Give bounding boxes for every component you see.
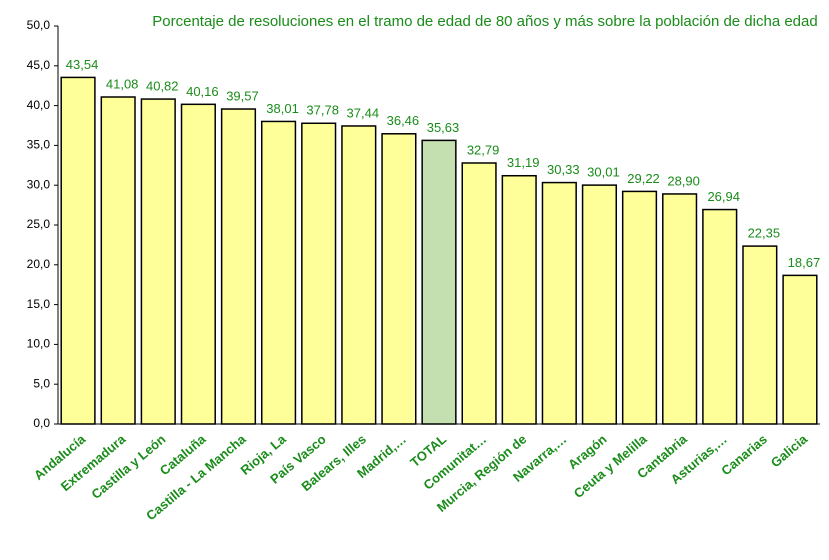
value-label: 22,35 [748, 226, 781, 241]
bar [501, 174, 537, 425]
value-label: 26,94 [707, 189, 740, 204]
bar [702, 208, 738, 425]
value-label: 43,54 [66, 57, 99, 72]
bar [100, 96, 136, 425]
bar [60, 76, 96, 425]
x-tick-label: Galicia [768, 431, 811, 470]
value-label: 39,57 [226, 88, 259, 103]
value-label: 18,67 [788, 255, 821, 270]
bar [541, 181, 577, 425]
value-label: 41,08 [106, 76, 139, 91]
bar [621, 190, 658, 425]
value-label: 31,19 [507, 155, 540, 170]
bar [301, 122, 337, 425]
value-label: 32,79 [467, 142, 500, 157]
value-label: 40,82 [146, 79, 179, 94]
value-label: 37,78 [306, 103, 339, 118]
value-label: 40,16 [186, 84, 219, 99]
bar [461, 162, 497, 425]
value-label: 28,90 [667, 173, 700, 188]
bar [421, 139, 457, 425]
value-label: 38,01 [266, 101, 299, 116]
bar [381, 133, 417, 425]
bar [662, 193, 698, 425]
y-tick-label: 35,0 [27, 138, 51, 152]
bar [180, 103, 216, 425]
y-tick-label: 40,0 [27, 98, 51, 112]
value-label: 30,01 [587, 165, 620, 180]
value-label: 37,44 [347, 105, 380, 120]
bar [220, 108, 257, 425]
bar [782, 274, 818, 425]
value-label: 35,63 [427, 120, 460, 135]
y-tick-label: 25,0 [27, 217, 51, 231]
value-label: 30,33 [547, 162, 580, 177]
bar [260, 120, 297, 425]
chart-title: Porcentaje de resoluciones en el tramo d… [152, 13, 818, 30]
y-tick-label: 0,0 [33, 416, 50, 430]
value-label: 29,22 [627, 171, 660, 186]
y-tick-label: 15,0 [27, 297, 51, 311]
y-tick-label: 45,0 [27, 58, 51, 72]
y-tick-label: 50,0 [27, 18, 51, 32]
y-tick-label: 20,0 [27, 257, 51, 271]
bar [341, 125, 377, 425]
bar [581, 184, 618, 425]
y-tick-label: 30,0 [27, 177, 51, 191]
y-tick-label: 5,0 [33, 376, 50, 390]
bar [742, 245, 778, 425]
bar [140, 98, 176, 425]
value-label: 36,46 [387, 113, 420, 128]
y-tick-label: 10,0 [27, 337, 51, 351]
